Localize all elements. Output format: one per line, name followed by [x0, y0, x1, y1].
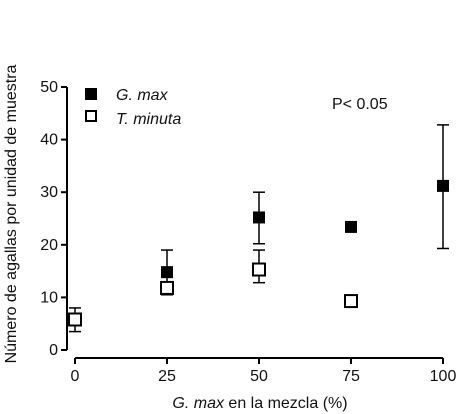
- legend-label-g-max: G. max: [116, 87, 169, 104]
- data-point: [344, 294, 358, 309]
- x-tick-label: 0: [71, 368, 80, 385]
- y-tick-label: 40: [40, 132, 58, 149]
- legend: G. max T. minuta: [85, 87, 181, 128]
- series-layer: [68, 124, 449, 333]
- y-tick-label: 50: [40, 79, 58, 96]
- data-point: [253, 211, 265, 224]
- x-tick-label: 25: [158, 368, 176, 385]
- y-tick-label: 10: [40, 289, 58, 306]
- data-point: [160, 280, 174, 295]
- x-tick-label: 50: [250, 368, 268, 385]
- y-tick-label: 30: [40, 184, 58, 201]
- legend-marker-t-minuta: [85, 110, 97, 122]
- data-point: [345, 220, 357, 233]
- y-tick-label: 0: [49, 342, 58, 359]
- data-point: [68, 312, 82, 327]
- x-tick-label: 100: [430, 368, 457, 385]
- data-point: [161, 266, 173, 279]
- series-g-max: [161, 124, 449, 296]
- x-axis-label-rest: en la mezcla (%): [224, 395, 348, 412]
- legend-marker-g-max: [85, 88, 97, 100]
- y-ticks: 0 10 20 30 40 50: [40, 79, 67, 359]
- annotation-p-value: P< 0.05: [332, 96, 388, 113]
- series-t-minuta: [68, 249, 358, 333]
- legend-label-t-minuta: T. minuta: [116, 111, 181, 128]
- x-axis-label: G. max en la mezcla (%): [172, 395, 347, 412]
- data-point: [437, 179, 449, 192]
- y-tick-label: 20: [40, 237, 58, 254]
- y-axis-label: Número de agallas por unidad de muestra: [3, 64, 20, 363]
- data-point: [252, 262, 266, 277]
- x-ticks: 0 25 50 75 100: [71, 358, 457, 385]
- x-axis-label-italic: G. max: [172, 395, 225, 412]
- x-tick-label: 75: [342, 368, 360, 385]
